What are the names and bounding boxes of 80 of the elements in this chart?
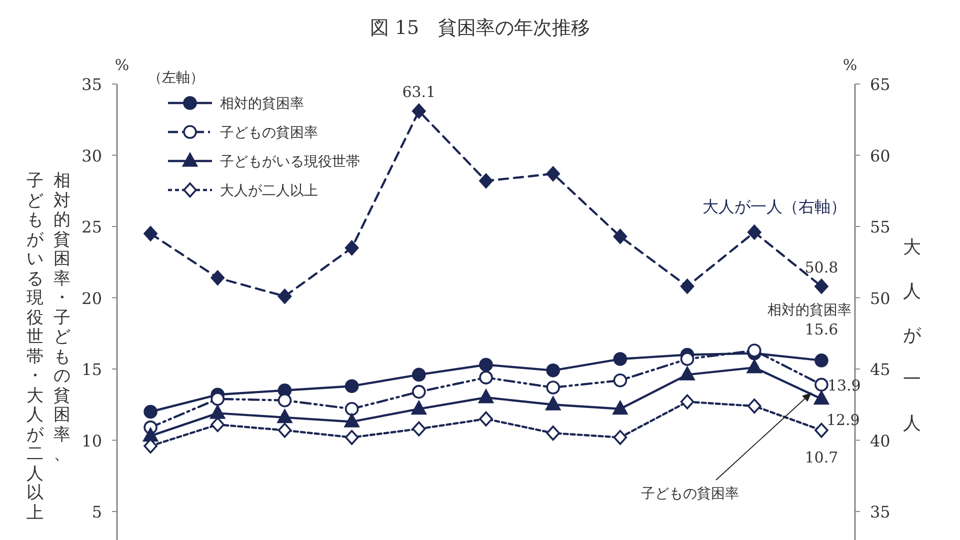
y-tick-label: 25 <box>82 218 102 236</box>
point <box>546 396 561 410</box>
point <box>747 344 762 358</box>
legend-label: 子どもの貧困率 <box>220 125 318 141</box>
point <box>412 384 426 399</box>
y2-tick-label: 60 <box>870 146 890 166</box>
point <box>412 104 426 119</box>
point <box>814 278 828 294</box>
point <box>680 352 694 366</box>
y-tick-label: 30 <box>82 146 102 166</box>
y2-tick-label: 40 <box>870 431 890 450</box>
point <box>479 370 493 384</box>
point <box>344 379 359 393</box>
point <box>479 411 493 426</box>
point <box>613 352 628 366</box>
legend-title: （左軸） <box>148 70 204 86</box>
point <box>478 389 494 404</box>
data-label: 63.1 <box>402 83 436 102</box>
point <box>344 414 360 428</box>
point <box>814 422 828 438</box>
point <box>546 380 560 394</box>
series-label: 大人が一人（右軸） <box>702 197 846 216</box>
point <box>546 166 560 182</box>
point <box>144 404 158 419</box>
y2-tick-label: 65 <box>870 75 890 94</box>
point <box>344 240 359 256</box>
point <box>814 390 829 405</box>
point <box>412 421 426 436</box>
point <box>479 358 493 372</box>
point <box>411 400 426 415</box>
point <box>747 398 762 414</box>
point <box>479 173 493 188</box>
chart-title: 図 15 貧困率の年次推移 <box>370 17 590 39</box>
y-tick-label: 20 <box>82 288 102 308</box>
data-label: 50.8 <box>804 258 838 276</box>
point <box>746 359 762 374</box>
y2-axis-title: 大人が一人 <box>902 236 922 436</box>
y-tick-label: 10 <box>82 431 102 450</box>
y-tick-label: 5 <box>92 502 102 522</box>
text: % <box>842 56 858 74</box>
point <box>344 430 359 445</box>
point <box>546 364 560 378</box>
y2-tick-label: 35 <box>870 502 890 522</box>
point <box>210 417 225 432</box>
point <box>814 378 828 392</box>
point <box>412 368 426 382</box>
point <box>613 430 628 445</box>
point <box>278 422 292 438</box>
point <box>278 288 292 304</box>
point <box>814 354 828 368</box>
point <box>278 393 292 408</box>
point <box>680 278 694 294</box>
data-label: 10.7 <box>804 448 838 466</box>
y-tick-label: 15 <box>82 360 102 379</box>
point <box>210 392 225 406</box>
y-tick-label: 35 <box>82 75 102 94</box>
point <box>747 224 762 240</box>
point <box>613 374 628 388</box>
point <box>613 228 628 244</box>
legend-label: 子どもがいる現役世帯 <box>220 154 360 170</box>
legend-label: 相対的貧困率 <box>220 96 304 112</box>
annotation: 子どもの貧困率 <box>641 486 739 502</box>
point <box>143 428 158 442</box>
point <box>210 270 225 286</box>
point <box>144 226 158 242</box>
point <box>277 409 292 424</box>
point <box>680 366 695 380</box>
y2-tick-label: 50 <box>870 288 890 308</box>
point <box>680 394 694 410</box>
data-label: 15.6 <box>804 320 838 338</box>
point <box>344 402 359 416</box>
y2-tick-label: 55 <box>870 218 890 236</box>
point <box>210 405 226 419</box>
point <box>612 400 628 415</box>
annotation: 相対的貧困率 <box>767 302 852 318</box>
y2-tick-label: 45 <box>870 360 890 379</box>
text: % <box>114 56 130 74</box>
point <box>546 426 560 441</box>
legend-label: 大人が二人以上 <box>220 183 318 199</box>
y-axis-title: 相対的貧困率・子どもの貧困率、子どもがいる現役世帯・大人が二人以上 <box>26 172 71 523</box>
